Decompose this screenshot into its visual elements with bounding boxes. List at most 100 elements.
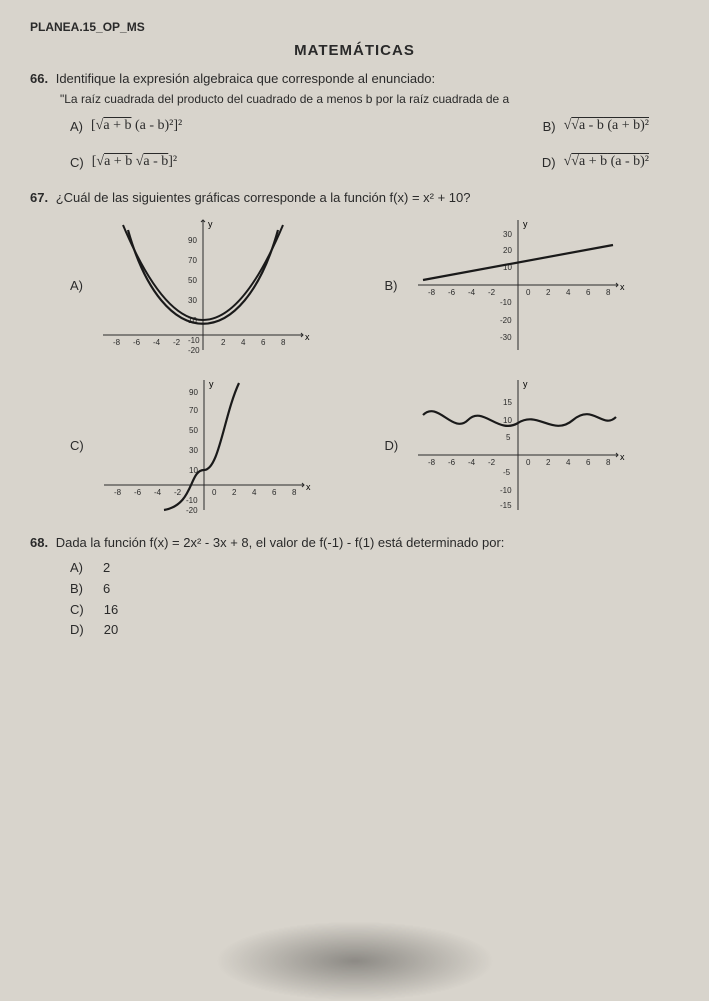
q67-graph-c-cell: C) y x -8-6-4-2 02468 -10-20 1030507090 bbox=[70, 375, 345, 515]
q66-b-expr: √√a - b (a + b)² bbox=[564, 118, 649, 134]
svg-text:6: 6 bbox=[586, 458, 591, 467]
q67-text: ¿Cuál de las siguientes gráficas corresp… bbox=[56, 190, 471, 205]
svg-text:8: 8 bbox=[606, 288, 611, 297]
q66-quote: "La raíz cuadrada del producto del cuadr… bbox=[60, 92, 679, 106]
q68-option-a: A) 2 bbox=[70, 558, 679, 579]
svg-text:-8: -8 bbox=[114, 488, 122, 497]
q66-d-label: D) bbox=[542, 155, 556, 170]
question-67: 67. ¿Cuál de las siguientes gráficas cor… bbox=[30, 190, 679, 515]
svg-text:y: y bbox=[523, 219, 528, 229]
question-66: 66. Identifique la expresión algebraica … bbox=[30, 71, 679, 170]
q68-b-label: B) bbox=[70, 579, 83, 600]
svg-text:y: y bbox=[208, 219, 213, 229]
svg-text:2: 2 bbox=[546, 458, 551, 467]
svg-text:30: 30 bbox=[188, 296, 197, 305]
q68-b-val: 6 bbox=[103, 579, 110, 600]
svg-text:10: 10 bbox=[503, 416, 512, 425]
svg-text:70: 70 bbox=[188, 256, 197, 265]
svg-text:-8: -8 bbox=[428, 458, 436, 467]
svg-text:6: 6 bbox=[272, 488, 277, 497]
svg-text:-10: -10 bbox=[188, 336, 200, 345]
subject-title: MATEMÁTICAS bbox=[30, 42, 679, 59]
svg-text:-4: -4 bbox=[153, 338, 161, 347]
svg-text:-20: -20 bbox=[186, 506, 198, 515]
q68-d-label: D) bbox=[70, 620, 84, 641]
q67-graph-d-cell: D) y x -8-6-4-2 02468 51015 -5-10-15 bbox=[385, 375, 660, 515]
svg-text:-10: -10 bbox=[500, 486, 512, 495]
svg-text:-6: -6 bbox=[448, 458, 456, 467]
q67-graph-a: y x -8-6-4-2 2468 -10-20 1030507090 bbox=[93, 215, 313, 355]
svg-text:-4: -4 bbox=[468, 458, 476, 467]
q66-a-expr: [√a + b (a - b)²]² bbox=[91, 118, 182, 134]
svg-text:y: y bbox=[523, 379, 528, 389]
svg-text:30: 30 bbox=[189, 446, 198, 455]
svg-text:-8: -8 bbox=[113, 338, 121, 347]
q67-d-label: D) bbox=[385, 438, 399, 453]
q66-option-d: D) √√a + b (a - b)² bbox=[542, 154, 649, 170]
svg-text:-15: -15 bbox=[500, 501, 512, 510]
q67-b-label: B) bbox=[385, 278, 398, 293]
svg-text:-5: -5 bbox=[503, 468, 511, 477]
q68-text: Dada la función f(x) = 2x² - 3x + 8, el … bbox=[56, 535, 505, 550]
svg-text:-10: -10 bbox=[500, 298, 512, 307]
q66-d-expr: √√a + b (a - b)² bbox=[564, 154, 649, 170]
svg-text:-30: -30 bbox=[500, 333, 512, 342]
q67-graph-b-cell: B) y x -8-6-4-2 02468 102030 -10-20-30 bbox=[385, 215, 660, 355]
q67-graph-b: y x -8-6-4-2 02468 102030 -10-20-30 bbox=[408, 215, 628, 355]
q68-a-label: A) bbox=[70, 558, 83, 579]
q68-d-val: 20 bbox=[104, 620, 118, 641]
q66-c-label: C) bbox=[70, 155, 84, 170]
q66-option-b: B) √√a - b (a + b)² bbox=[543, 118, 649, 134]
svg-text:5: 5 bbox=[506, 433, 511, 442]
q68-c-label: C) bbox=[70, 600, 84, 621]
svg-text:-2: -2 bbox=[488, 288, 496, 297]
svg-text:-4: -4 bbox=[154, 488, 162, 497]
q66-option-a: A) [√a + b (a - b)²]² bbox=[70, 118, 182, 134]
svg-text:-6: -6 bbox=[134, 488, 142, 497]
q68-a-val: 2 bbox=[103, 558, 110, 579]
svg-text:8: 8 bbox=[292, 488, 297, 497]
svg-text:70: 70 bbox=[189, 406, 198, 415]
svg-text:-6: -6 bbox=[133, 338, 141, 347]
svg-text:4: 4 bbox=[566, 458, 571, 467]
q66-b-label: B) bbox=[543, 119, 556, 134]
svg-text:0: 0 bbox=[212, 488, 217, 497]
svg-text:-20: -20 bbox=[500, 316, 512, 325]
q66-text: Identifique la expresión algebraica que … bbox=[56, 71, 435, 86]
svg-text:x: x bbox=[620, 282, 625, 292]
svg-text:-2: -2 bbox=[173, 338, 181, 347]
svg-text:90: 90 bbox=[188, 236, 197, 245]
svg-text:50: 50 bbox=[189, 426, 198, 435]
svg-text:50: 50 bbox=[188, 276, 197, 285]
svg-text:4: 4 bbox=[252, 488, 257, 497]
q68-option-b: B) 6 bbox=[70, 579, 679, 600]
svg-text:2: 2 bbox=[546, 288, 551, 297]
svg-text:x: x bbox=[306, 482, 311, 492]
q67-graph-d: y x -8-6-4-2 02468 51015 -5-10-15 bbox=[408, 375, 628, 515]
svg-text:6: 6 bbox=[261, 338, 266, 347]
svg-text:-20: -20 bbox=[188, 346, 200, 355]
q68-option-d: D) 20 bbox=[70, 620, 679, 641]
svg-text:8: 8 bbox=[606, 458, 611, 467]
svg-text:2: 2 bbox=[232, 488, 237, 497]
svg-text:30: 30 bbox=[503, 230, 512, 239]
q67-number: 67. bbox=[30, 190, 48, 205]
svg-text:-6: -6 bbox=[448, 288, 456, 297]
svg-text:x: x bbox=[620, 452, 625, 462]
q67-a-label: A) bbox=[70, 278, 83, 293]
question-68: 68. Dada la función f(x) = 2x² - 3x + 8,… bbox=[30, 535, 679, 641]
q66-c-expr: [√a + b √a - b]² bbox=[92, 154, 177, 170]
svg-text:15: 15 bbox=[503, 398, 512, 407]
svg-text:4: 4 bbox=[241, 338, 246, 347]
svg-text:-8: -8 bbox=[428, 288, 436, 297]
svg-text:x: x bbox=[305, 332, 310, 342]
svg-text:0: 0 bbox=[526, 458, 531, 467]
q68-options: A)2 B)6 C)16 D)20 bbox=[70, 558, 679, 641]
svg-text:4: 4 bbox=[566, 288, 571, 297]
svg-text:-2: -2 bbox=[174, 488, 182, 497]
svg-text:6: 6 bbox=[586, 288, 591, 297]
q68-number: 68. bbox=[30, 535, 48, 550]
q66-number: 66. bbox=[30, 71, 48, 86]
header-code: PLANEA.15_OP_MS bbox=[30, 20, 679, 34]
q66-a-label: A) bbox=[70, 119, 83, 134]
